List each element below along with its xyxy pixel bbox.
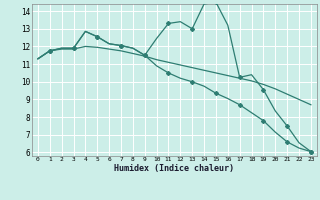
X-axis label: Humidex (Indice chaleur): Humidex (Indice chaleur) [115,164,234,173]
